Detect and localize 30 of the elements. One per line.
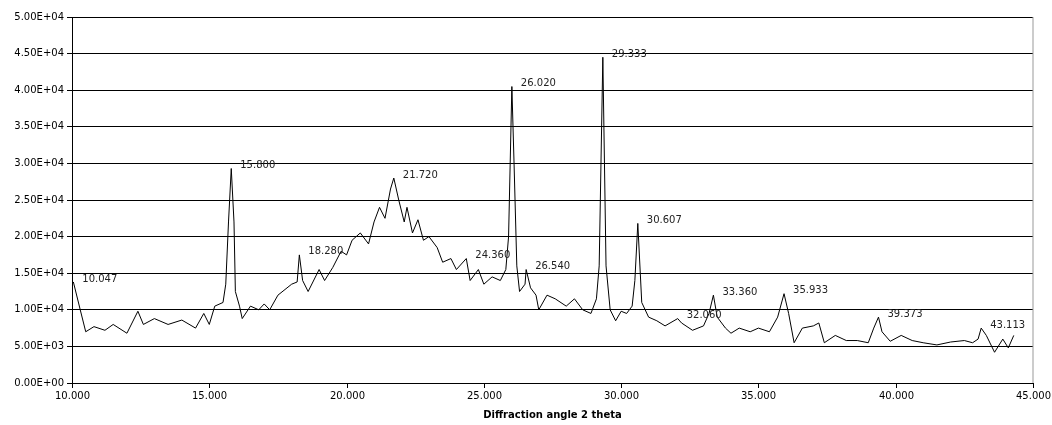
y-tick-label: 1.00E+04 [14,303,64,315]
x-tick-label: 20.000 [330,389,365,401]
annotation: 21.720 [402,168,438,180]
x-tick-label: 25.000 [467,389,502,401]
x-tick-label: 35.000 [741,389,776,401]
y-tick-label: 0.00E+00 [14,376,64,388]
annotation: 18.280 [308,245,344,257]
annotation: 26.020 [520,77,556,89]
annotation: 35.933 [793,284,829,296]
y-tick-label: 4.00E+04 [14,83,64,95]
y-tick-label: 2.50E+04 [14,193,64,205]
annotation: 39.373 [887,307,923,319]
x-axis-title: Diffraction angle 2 theta [483,408,622,420]
x-tick-label: 10.000 [55,389,90,401]
annotation: 26.540 [535,260,571,272]
y-tick-label: 3.00E+04 [14,156,64,168]
x-tick-label: 45.000 [1016,389,1051,401]
annotation: 33.360 [722,285,758,297]
annotation: 43.113 [990,318,1026,330]
y-tick-label: 3.50E+04 [14,120,64,132]
annotation: 10.047 [82,272,118,284]
y-tick-label: 5.00E+04 [14,10,64,22]
x-tick-label: 40.000 [879,389,914,401]
x-tick-label: 30.000 [604,389,639,401]
y-tick-label: 4.50E+04 [14,47,64,59]
x-tick-label: 15.000 [192,389,227,401]
y-tick-label: 1.50E+04 [14,266,64,278]
annotation: 30.607 [646,214,682,226]
y-tick-label: 2.00E+04 [14,230,64,242]
y-tick-label: 5.00E+03 [14,339,64,351]
